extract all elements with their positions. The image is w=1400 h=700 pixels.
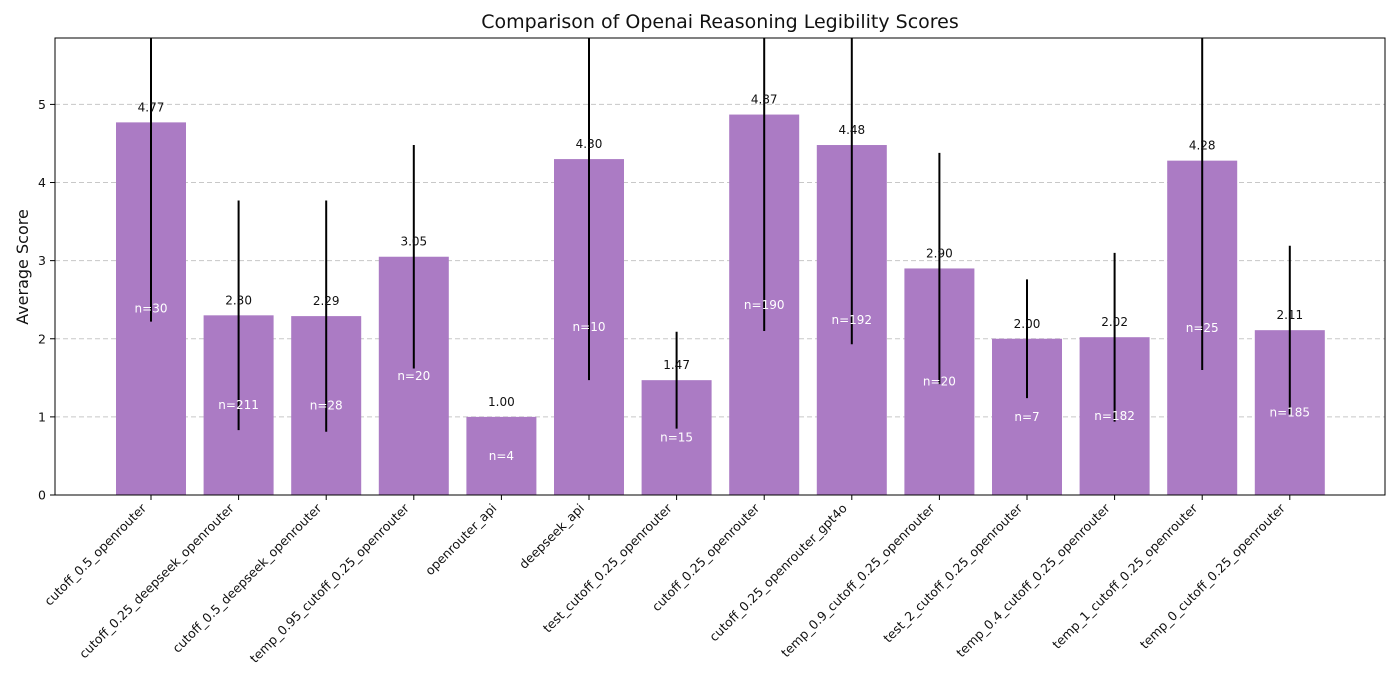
- x-tick-label: temp_0.95_cutoff_0.25_openrouter: [247, 500, 413, 666]
- y-tick-label: 2: [38, 331, 46, 346]
- y-tick-label: 4: [38, 175, 46, 190]
- count-label: n=20: [397, 369, 430, 383]
- x-tick-label: cutoff_0.5_deepseek_openrouter: [169, 500, 325, 656]
- bar: [466, 416, 537, 495]
- count-label: n=7: [1014, 410, 1039, 424]
- value-label: 4.48: [838, 123, 865, 137]
- x-tick-label: temp_0.4_cutoff_0.25_openrouter: [953, 500, 1113, 660]
- y-axis-ticks: 0 1 2 3 4 5: [38, 97, 55, 503]
- x-tick-label: openrouter_api: [422, 501, 500, 579]
- count-label: n=28: [310, 399, 343, 413]
- y-tick-label: 0: [38, 488, 46, 503]
- y-tick-label: 1: [38, 409, 46, 424]
- x-tick-label: deepseek_api: [516, 501, 587, 572]
- count-label: n=185: [1270, 406, 1311, 420]
- value-label: 3.05: [400, 235, 427, 249]
- x-tick-label: temp_1_cutoff_0.25_openrouter: [1049, 500, 1201, 652]
- x-tick-label: cutoff_0.25_deepseek_openrouter: [76, 500, 237, 661]
- value-label: 2.00: [1014, 317, 1041, 331]
- value-label: 2.90: [926, 246, 953, 260]
- y-axis-label: Average Score: [13, 209, 32, 325]
- count-label: n=182: [1094, 409, 1135, 423]
- value-label: 2.29: [313, 294, 340, 308]
- x-axis-ticks: cutoff_0.5_openroutercutoff_0.25_deepsee…: [41, 495, 1291, 666]
- error-bars: [150, 38, 1291, 432]
- x-tick-label: test_2_cutoff_0.25_openrouter: [880, 500, 1026, 646]
- value-label: 1.47: [663, 358, 690, 372]
- chart-title: Comparison of Openai Reasoning Legibilit…: [481, 11, 959, 33]
- grid-lines: [55, 103, 1385, 418]
- count-label: n=20: [923, 375, 956, 389]
- count-label: n=15: [660, 431, 693, 445]
- count-label: n=192: [832, 313, 873, 327]
- y-tick-label: 5: [38, 97, 46, 112]
- bars: [116, 114, 1325, 496]
- x-tick-label: cutoff_0.25_openrouter_gpt4o: [706, 501, 850, 645]
- count-label: n=4: [489, 449, 514, 463]
- value-label: 4.30: [576, 137, 603, 151]
- count-label: n=10: [573, 320, 606, 334]
- value-label: 1.00: [488, 395, 515, 409]
- data-labels: 4.77 n=30 2.30 n=211 2.29 n=28 3.05 n=20 1.00 n=4…: [135, 93, 1311, 463]
- value-label: 4.77: [138, 100, 165, 114]
- value-label: 2.11: [1276, 308, 1303, 322]
- value-label: 2.02: [1101, 315, 1128, 329]
- x-tick-label: temp_0_cutoff_0.25_openrouter: [1137, 500, 1289, 652]
- value-label: 2.30: [225, 293, 252, 307]
- plot-frame: [54, 37, 1386, 496]
- count-label: n=25: [1186, 321, 1219, 335]
- value-label: 4.87: [751, 93, 778, 107]
- x-tick-label: temp_0.9_cutoff_0.25_openrouter: [778, 500, 938, 660]
- value-label: 4.28: [1189, 139, 1216, 153]
- y-tick-label: 3: [38, 253, 46, 268]
- count-label: n=30: [135, 302, 168, 316]
- count-label: n=190: [744, 298, 785, 312]
- count-label: n=211: [218, 398, 259, 412]
